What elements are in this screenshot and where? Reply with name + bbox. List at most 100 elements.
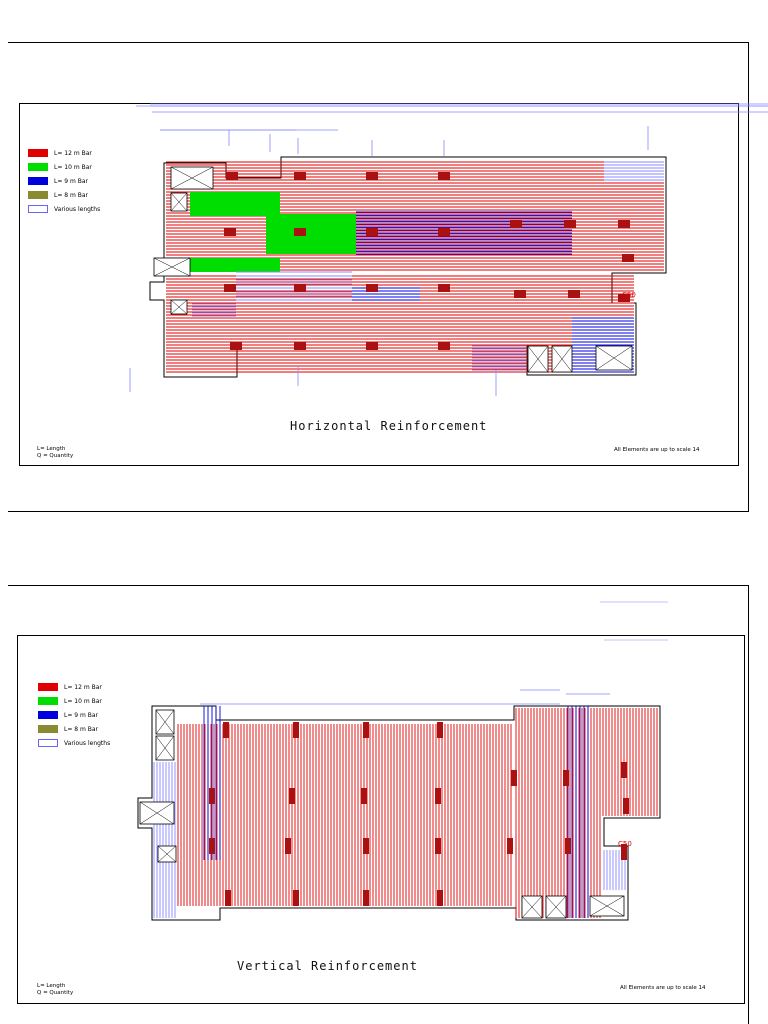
opening-cross (155, 709, 175, 735)
legend-label: Various lengths (54, 205, 101, 213)
column (363, 890, 369, 906)
footnote-length: L= Length (37, 446, 66, 452)
column (621, 762, 627, 778)
legend-item-various: Various lengths (38, 736, 110, 750)
legend-label: L= 10 m Bar (54, 163, 92, 171)
column (507, 838, 513, 854)
column (294, 284, 306, 292)
bar-field-10m (190, 258, 280, 272)
legend-item-9m: L= 9 m Bar (38, 708, 110, 722)
slab-outline (137, 705, 661, 921)
column (363, 722, 369, 738)
column-label-c50: C50 (622, 291, 636, 299)
opening-cross (589, 895, 625, 917)
footnote-length: L= Length (37, 983, 66, 989)
column (618, 220, 630, 228)
legend-item-various: Various lengths (28, 202, 100, 216)
legend-item-12m: L= 12 m Bar (28, 146, 100, 160)
legend-label: L= 12 m Bar (54, 149, 92, 157)
footnote-top: L= Length Q = Quantity (37, 446, 73, 460)
opening-cross (153, 257, 191, 277)
bar-field-10m (266, 214, 356, 254)
column (224, 228, 236, 236)
legend-label: L= 12 m Bar (64, 683, 102, 691)
column (225, 890, 231, 906)
legend-item-12m: L= 12 m Bar (38, 680, 110, 694)
column (361, 788, 367, 804)
sheet-vertical (8, 585, 749, 1024)
column (510, 220, 522, 228)
swatch-various (28, 205, 48, 213)
column (363, 838, 369, 854)
column (294, 172, 306, 180)
column (437, 890, 443, 906)
column (435, 788, 441, 804)
column (209, 838, 215, 854)
column (514, 290, 526, 298)
column (435, 838, 441, 854)
column (438, 342, 450, 350)
column (285, 838, 291, 854)
opening-cross (157, 845, 177, 863)
opening-cross (170, 299, 188, 315)
opening-cross (551, 345, 573, 373)
opening-cross (595, 345, 633, 371)
legend-item-9m: L= 9 m Bar (28, 174, 100, 188)
opening-cross (521, 895, 543, 919)
legend-label: Various lengths (64, 739, 111, 747)
column (568, 290, 580, 298)
column (226, 172, 238, 180)
column (293, 890, 299, 906)
column (224, 284, 236, 292)
column (294, 342, 306, 350)
column (437, 722, 443, 738)
column (565, 838, 571, 854)
footnote-quantity: Q = Quantity (37, 990, 74, 996)
column (438, 284, 450, 292)
legend-item-10m: L= 10 m Bar (38, 694, 110, 708)
column (366, 342, 378, 350)
column (366, 284, 378, 292)
legend-top: L= 12 m Bar L= 10 m Bar L= 9 m Bar L= 8 … (28, 146, 100, 216)
swatch-12m (28, 149, 48, 157)
column (564, 220, 576, 228)
column (622, 254, 634, 262)
column (230, 342, 242, 350)
legend-bottom: L= 12 m Bar L= 10 m Bar L= 9 m Bar L= 8 … (38, 680, 110, 750)
legend-item-10m: L= 10 m Bar (28, 160, 100, 174)
column (289, 788, 295, 804)
opening-cross (155, 735, 175, 761)
column-label-c50: C50 (618, 840, 632, 848)
column (366, 228, 378, 236)
bar-field-10m (190, 192, 280, 216)
swatch-12m (38, 683, 58, 691)
swatch-8m (28, 191, 48, 199)
swatch-10m (38, 697, 58, 705)
legend-label: L= 8 m Bar (54, 191, 89, 199)
sheet-horizontal (8, 42, 749, 512)
title-horizontal: Horizontal Reinforcement (290, 419, 488, 433)
swatch-10m (28, 163, 48, 171)
legend-label: L= 8 m Bar (64, 725, 99, 733)
legend-item-8m: L= 8 m Bar (28, 188, 100, 202)
opening-cross (139, 801, 175, 825)
footnote-quantity: Q = Quantity (37, 453, 74, 459)
column (223, 722, 229, 738)
scale-note-top: All Elements are up to scale 14 (614, 447, 700, 453)
column (623, 798, 629, 814)
column (621, 844, 627, 860)
legend-item-8m: L= 8 m Bar (38, 722, 110, 736)
legend-label: L= 10 m Bar (64, 697, 102, 705)
column (563, 770, 569, 786)
opening-cross (545, 895, 567, 919)
footnote-bottom: L= Length Q = Quantity (37, 983, 73, 997)
opening-cross (170, 192, 188, 212)
column (438, 228, 450, 236)
opening-cross (527, 345, 549, 373)
opening-cross (170, 166, 214, 190)
column (438, 172, 450, 180)
swatch-9m (38, 711, 58, 719)
column (618, 294, 630, 302)
